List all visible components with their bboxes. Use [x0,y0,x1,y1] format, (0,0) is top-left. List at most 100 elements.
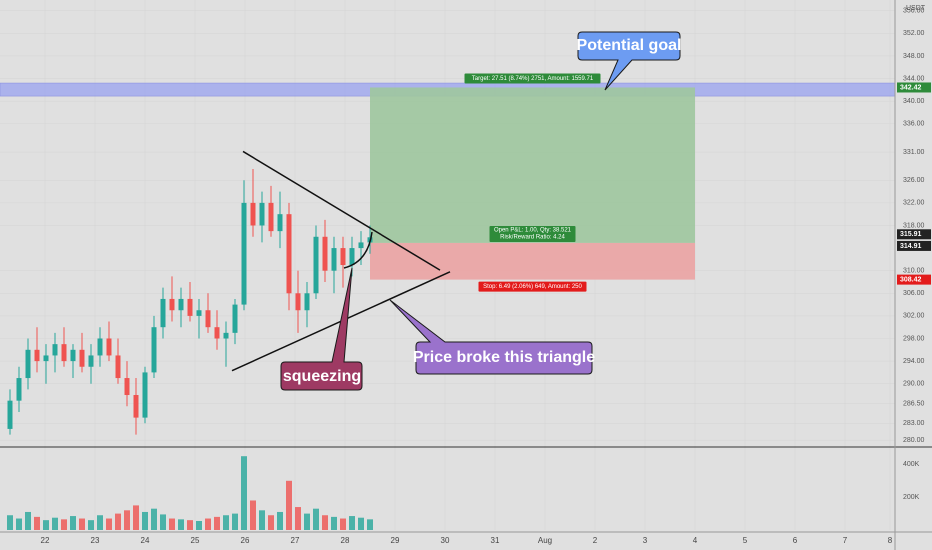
volume-bar [232,513,238,530]
price-badge-label: 308.42 [900,276,922,283]
x-tick-label: 3 [643,536,648,545]
volume-bar [241,456,247,530]
volume-bar [25,511,31,530]
callout-text: Price broke this triangle [413,349,595,366]
y-tick-label: 280.00 [903,437,925,444]
stop-label-box [478,281,587,292]
y-tick-label: 310.00 [903,268,925,275]
candle-body [169,298,175,311]
candle-body [277,214,283,232]
y-tick-label: 290.00 [903,381,925,388]
candle-body [70,349,76,362]
candle-body [34,349,40,362]
volume-tick-label: 200K [903,494,920,501]
y-tick-label: 340.00 [903,98,925,105]
volume-bar [259,510,265,530]
loss-zone [370,242,695,280]
candle-body [286,214,292,294]
volume-bar [61,519,67,530]
volume-bar [43,520,49,530]
volume-bar [106,518,112,530]
target-label-box [464,73,601,84]
x-tick-label: 5 [743,536,748,545]
volume-bar [223,515,229,530]
candle-body [313,236,319,294]
y-tick-label: 302.00 [903,313,925,320]
price-badge-label: 342.42 [900,84,922,91]
volume-bar [178,519,184,530]
price-badge [897,240,931,251]
price-badge [897,82,931,93]
y-tick-label: 352.00 [903,30,925,37]
x-tick-label: 25 [191,536,200,545]
volume-bar [214,516,220,530]
price-badge [897,274,931,285]
volume-bar [88,520,94,530]
x-tick-label: 4 [693,536,698,545]
volume-bar [142,511,148,530]
volume-bar [205,518,211,530]
volume-bar [331,516,337,530]
x-tick-label: 6 [793,536,798,545]
y-tick-label: 318.00 [903,222,925,229]
x-tick-label: 23 [91,536,100,545]
candle-body [7,400,13,429]
candle-body [196,310,202,316]
candle-body [259,202,265,226]
candle-body [178,298,184,311]
pnl-label: Open P&L: 1.00, Qty: 38.521 [494,228,572,234]
volume-bar [250,500,256,530]
volume-bar [16,518,22,530]
candle-body [214,327,220,339]
price-badge-label: 315.91 [900,231,922,238]
volume-bar [304,513,310,530]
volume-bar [322,515,328,530]
candle-body [124,378,130,396]
volume-bar [187,520,193,530]
volume-bar [169,518,175,530]
candle-body [241,202,247,305]
trendline [242,150,441,271]
volume-bar [52,517,58,530]
profit-zone [370,87,695,243]
volume-bar [268,515,274,530]
volume-bar [196,520,202,530]
volume-bar [97,515,103,530]
x-tick-label: 24 [141,536,150,545]
callout [389,299,593,375]
candle-body [331,248,337,271]
candle-body [133,395,139,418]
candle-body [88,355,94,367]
candle-body [79,349,85,367]
volume-bar [133,505,139,530]
candle-body [349,248,355,266]
y-tick-label: 286.50 [903,400,925,407]
x-tick-label: 27 [291,536,300,545]
volume-bar [295,507,301,530]
candle-body [250,202,256,226]
x-tick-label: 29 [391,536,400,545]
volume-bar [151,508,157,530]
callout-text: squeezing [283,368,361,385]
x-tick-label: 22 [41,536,50,545]
volume-bar [79,518,85,530]
callout [280,267,363,391]
currency: USDT [906,5,926,12]
candle-body [268,202,274,232]
callout [577,31,681,91]
volume-bar [34,516,40,530]
candle-body [43,355,49,362]
candle-body [223,332,229,339]
volume-bar [124,510,130,530]
candle-body [322,236,328,271]
price-badge [897,229,931,240]
candle-body [160,298,166,328]
pnl-box [489,225,576,242]
x-tick-label: 31 [491,536,500,545]
candle-body [142,372,148,418]
y-tick-label: 306.00 [903,290,925,297]
x-tick-label: Aug [538,536,552,545]
y-tick-label: 348.00 [903,53,925,60]
y-tick-label: 283.00 [903,420,925,427]
volume-bar [70,516,76,530]
